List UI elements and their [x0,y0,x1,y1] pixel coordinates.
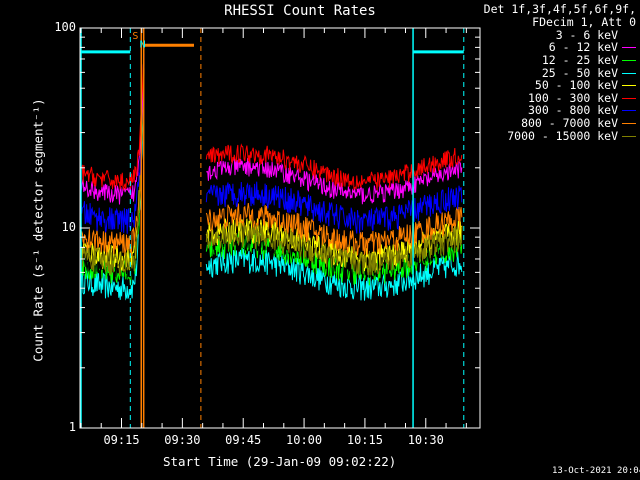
legend-entry: 300 - 800 keV [470,103,638,118]
y-tick-label: 100 [54,20,76,34]
series-line-pre-gap [80,50,145,277]
series-line-pre-gap [80,53,145,205]
legend-entry: 25 - 50 keV [470,65,638,80]
legend-entry: 50 - 100 keV [470,79,638,92]
series-line-post-gap [205,203,463,256]
series-line-post-gap [205,218,463,272]
series-50-100kev [80,68,463,272]
x-axis-label: Start Time (29-Jan-09 09:02:22) [163,454,397,469]
legend-swatch [622,135,636,137]
legend-swatch [622,110,636,112]
series-6-12kev [80,53,463,205]
y-axis-label: Count Rate (s⁻¹ detector segment⁻¹) [30,98,46,362]
legend-label: 50 - 100 keV [534,78,618,93]
series-line-pre-gap [80,51,145,278]
legend-label: 6 - 12 keV [548,40,618,55]
plot-footer-timestamp: 13-Oct-2021 20:04 [552,466,640,476]
legend-swatch [622,122,636,124]
legend-entry: 6 - 12 keV [470,40,638,55]
y-tick-label: 1 [68,420,76,434]
series-line-post-gap [205,247,463,301]
x-tick-label: 09:45 [225,433,262,447]
night-annotation: N [140,39,146,50]
x-tick-label: 10:15 [346,433,383,447]
legend-swatch [622,97,636,99]
saa-annotation: S [132,31,138,42]
series-line-pre-gap [80,68,145,271]
legend-swatch [622,85,636,87]
x-tick-label: 10:00 [286,433,323,447]
series-layer [80,47,463,301]
legend-label: 7000 - 15000 keV [507,128,618,143]
series-7000-15000kev [80,50,463,277]
series-line-pre-gap [80,60,145,192]
series-line-pre-gap [80,58,145,258]
legend-entry: 3 - 6 keV [470,27,638,42]
legend-entry: 800 - 7000 keV [470,115,638,130]
legend-swatch [622,72,636,74]
legend-swatch [622,34,636,36]
series-line-pre-gap [80,47,145,301]
series-800-7000kev [80,58,463,258]
series-line-post-gap [206,156,463,205]
legend-entry: 7000 - 15000 keV [470,128,638,143]
legend-label: 25 - 50 keV [541,65,618,80]
legend-swatch [622,47,636,49]
series-300-800kev [80,54,463,234]
series-line-pre-gap [80,54,145,234]
legend-label: 800 - 7000 keV [521,115,618,130]
legend: Det 1f,3f,4f,5f,6f,9f, FDecim 1, Att 0 3… [470,3,638,142]
x-tick-label: 09:15 [103,433,140,447]
legend-entry: 12 - 25 keV [470,52,638,67]
chart-title: RHESSI Count Rates [224,3,376,19]
legend-entry: 100 - 300 keV [470,90,638,105]
series-line-post-gap [205,181,463,234]
axes-layer [79,27,481,429]
legend-header-line-2: FDecim 1, Att 0 [532,15,636,29]
x-tick-label: 09:30 [164,433,201,447]
legend-label: 300 - 800 keV [527,103,618,118]
legend-header-line-1: Det 1f,3f,4f,5f,6f,9f, [483,2,636,16]
x-tick-label: 10:30 [407,433,444,447]
legend-label: 3 - 6 keV [555,27,618,42]
marker-layer: SN [80,28,465,428]
series-25-50kev [80,47,463,301]
y-tick-label: 10 [61,220,76,234]
legend-label: 100 - 300 keV [527,90,618,105]
series-line-post-gap [205,143,463,191]
legend-label: 12 - 25 keV [541,52,618,67]
series-line-post-gap [205,222,463,276]
legend-swatch [622,59,636,61]
series-100-300kev [80,60,463,192]
